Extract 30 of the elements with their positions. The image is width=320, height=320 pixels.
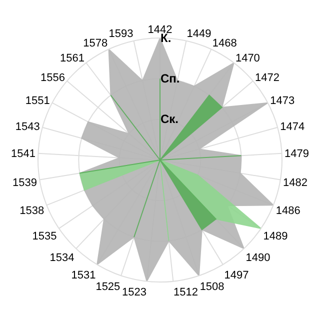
spoke-label: 1472 — [255, 72, 280, 84]
spoke-label: 1534 — [50, 252, 74, 264]
spoke-label: 1535 — [32, 230, 57, 242]
spoke-label: 1479 — [284, 148, 309, 160]
spoke-label: 1489 — [263, 230, 288, 242]
spoke-label: 1525 — [96, 280, 120, 293]
spoke-label: 1468 — [212, 37, 237, 50]
spoke-label: 1538 — [20, 204, 44, 217]
spoke-label: 1593 — [108, 28, 134, 40]
spoke-label: 1561 — [60, 52, 85, 64]
spoke-label: 1578 — [83, 37, 108, 50]
spoke-label: 1523 — [122, 286, 147, 298]
spoke-label: 1490 — [246, 252, 270, 264]
spoke-label: 1508 — [200, 280, 224, 293]
spoke-label: 1531 — [71, 269, 96, 282]
spoke-label: 1539 — [12, 176, 37, 189]
y-tick-label: Ск. — [160, 112, 179, 126]
spoke-label: 1474 — [280, 120, 305, 133]
spoke-label: 1543 — [15, 120, 40, 133]
spoke-label: 1541 — [11, 148, 36, 160]
spoke-label: 1473 — [270, 94, 295, 107]
spoke-label: 1551 — [25, 94, 50, 107]
spoke-label: 1556 — [40, 72, 65, 84]
y-tick-label: Сп. — [160, 72, 180, 86]
spoke-label: 1512 — [173, 286, 198, 298]
spoke-label: 1482 — [283, 176, 308, 189]
spoke-label: 1486 — [276, 204, 300, 217]
spoke-label: 1449 — [186, 28, 212, 40]
spoke-label: 1470 — [235, 52, 260, 64]
spoke-label: 1497 — [224, 269, 249, 282]
